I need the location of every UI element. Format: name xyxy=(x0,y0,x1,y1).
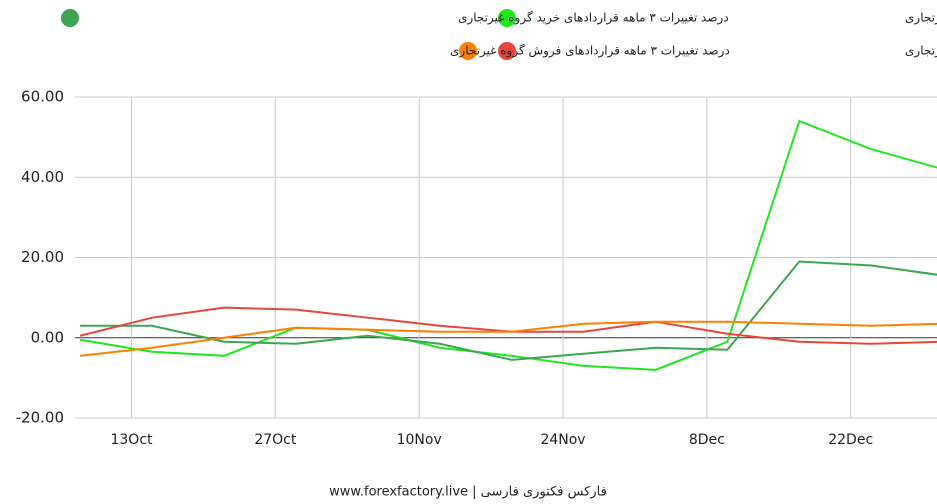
legend-swatch xyxy=(459,42,477,60)
series-line xyxy=(80,260,937,361)
legend-label: درصد تغییرات ۱ ماهه قراردادهای فروش گروه… xyxy=(905,44,937,59)
legend-label: درصد تغییرات ۳ ماهه قراردادهای خرید گروه… xyxy=(458,11,729,26)
x-tick-label: 10Nov xyxy=(397,432,442,448)
y-tick-label: -20.00 xyxy=(16,409,64,427)
plot-area xyxy=(79,119,937,371)
legend-swatch xyxy=(61,9,79,27)
y-tick-label: 60.00 xyxy=(21,88,64,106)
series-line xyxy=(80,320,937,357)
legend-label: درصد تغییرات ۳ ماهه قراردادهای فروش گروه… xyxy=(450,44,730,59)
footer: www.forexfactory.live | فارکس فکتوری فار… xyxy=(329,485,607,500)
series-line xyxy=(79,119,937,371)
x-tick-label: 13Oct xyxy=(110,432,153,448)
x-tick-label: 24Nov xyxy=(540,432,585,448)
x-tick-label: 22Dec xyxy=(828,432,873,448)
x-tick-label: 27Oct xyxy=(254,432,297,448)
legend-label: درصد تغییرات ۱ ماهه قراردادهای خرید گروه… xyxy=(905,11,937,26)
x-tick-label: 8Dec xyxy=(689,432,725,448)
legend-swatch xyxy=(498,42,516,60)
y-tick-label: 40.00 xyxy=(21,168,64,186)
y-tick-label: 0.00 xyxy=(31,328,64,346)
legend-swatch xyxy=(498,9,516,27)
y-tick-label: 20.00 xyxy=(21,248,64,266)
